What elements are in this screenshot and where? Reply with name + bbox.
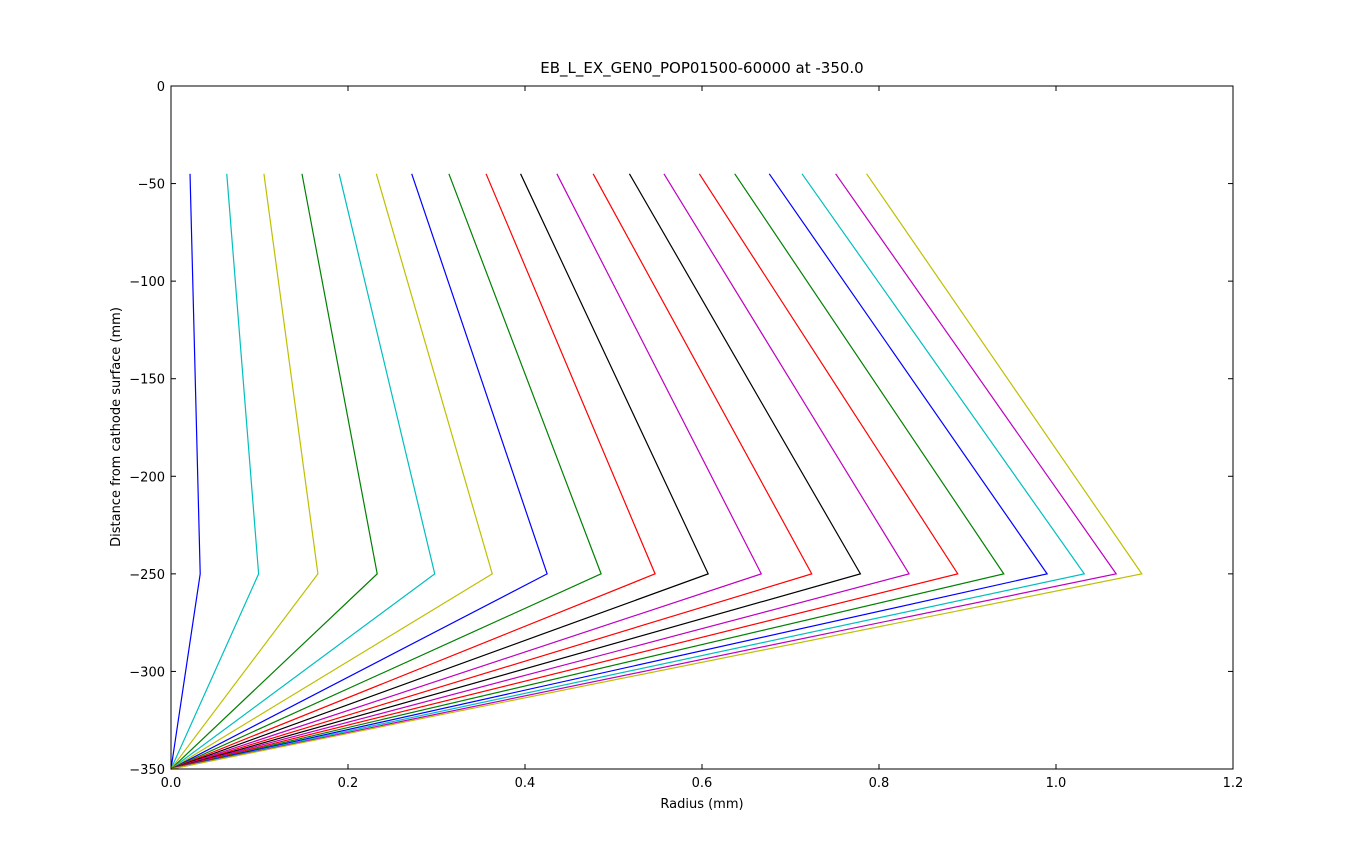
- series-line: [170, 173, 436, 770]
- x-tick-label: 0.6: [692, 776, 713, 791]
- series-line: [170, 173, 493, 770]
- x-tick-label: 0.4: [515, 776, 536, 791]
- series-line: [170, 173, 656, 770]
- series-line: [170, 173, 763, 770]
- y-tick-label: −250: [129, 568, 165, 583]
- y-tick-label: −50: [138, 178, 165, 193]
- series-line: [170, 173, 959, 770]
- y-tick-label: −350: [129, 763, 165, 778]
- series-line: [170, 173, 1005, 770]
- series-line: [170, 173, 602, 770]
- series-line: [170, 173, 1143, 770]
- y-tick-label: −150: [129, 373, 165, 388]
- x-tick-label: 0.0: [161, 776, 182, 791]
- plot-area: [171, 86, 1233, 769]
- x-tick-label: 0.8: [869, 776, 890, 791]
- x-tick-label: 1.0: [1046, 776, 1067, 791]
- series-line: [170, 173, 201, 770]
- chart-title: EB_L_EX_GEN0_POP01500-60000 at -350.0: [540, 59, 863, 78]
- series-line: [170, 173, 710, 770]
- series-line: [170, 173, 378, 770]
- series-line: [170, 173, 813, 770]
- y-tick-label: −200: [129, 470, 165, 485]
- series-line: [170, 173, 1049, 770]
- y-axis-label: Distance from cathode surface (mm): [109, 307, 124, 547]
- x-tick-label: 1.2: [1223, 776, 1244, 791]
- series-line: [170, 173, 319, 770]
- series-line: [170, 173, 911, 770]
- y-tick-label: −100: [129, 275, 165, 290]
- x-axis-label: Radius (mm): [660, 797, 743, 812]
- series-line: [170, 173, 1118, 770]
- series-line: [170, 173, 260, 770]
- series-line: [170, 173, 548, 770]
- y-tick-label: −300: [129, 665, 165, 680]
- series-line: [170, 173, 862, 770]
- y-tick-label: 0: [157, 80, 165, 95]
- x-tick-label: 0.2: [338, 776, 359, 791]
- series-line: [170, 173, 1086, 770]
